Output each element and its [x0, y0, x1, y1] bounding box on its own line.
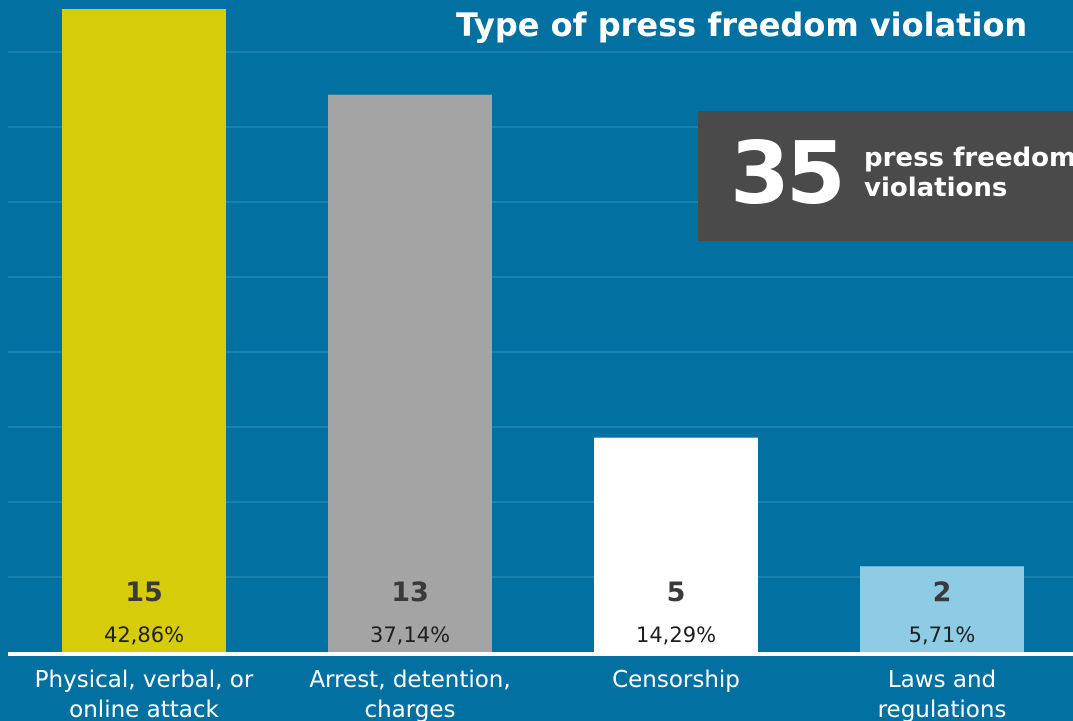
- category-label: Physical, verbal, or online attack: [35, 667, 254, 721]
- total-violations-label: press freedom violations: [864, 143, 1073, 203]
- bar: [594, 437, 758, 652]
- percent-labels: 42,86% 37,14% 14,29% 5,71%: [104, 623, 975, 647]
- bar-percent-label: 42,86%: [104, 623, 184, 647]
- category-label: Arrest, detention, charges: [309, 667, 510, 721]
- bar-percent-label: 5,71%: [909, 623, 976, 647]
- bar: [860, 566, 1024, 652]
- bar-value-label: 15: [125, 577, 163, 608]
- bar: [328, 94, 492, 652]
- bar-value-label: 13: [391, 577, 429, 608]
- total-violations-box: 35 press freedom violations: [698, 111, 1073, 241]
- bar-value-label: 2: [933, 577, 952, 608]
- bar-value-label: 5: [667, 577, 686, 608]
- category-labels: Physical, verbal, or online attack Arrest,…: [35, 667, 1007, 721]
- value-labels: 15 13 5 2: [125, 577, 951, 608]
- category-label: Censorship: [612, 667, 740, 693]
- bars: [62, 9, 1024, 652]
- bar-percent-label: 14,29%: [636, 623, 716, 647]
- category-label: Laws and regulations: [878, 667, 1007, 721]
- bar: [62, 9, 226, 652]
- chart-title: Type of press freedom violation: [456, 6, 1028, 44]
- bar-percent-label: 37,14%: [370, 623, 450, 647]
- total-violations-number: 35: [730, 124, 846, 224]
